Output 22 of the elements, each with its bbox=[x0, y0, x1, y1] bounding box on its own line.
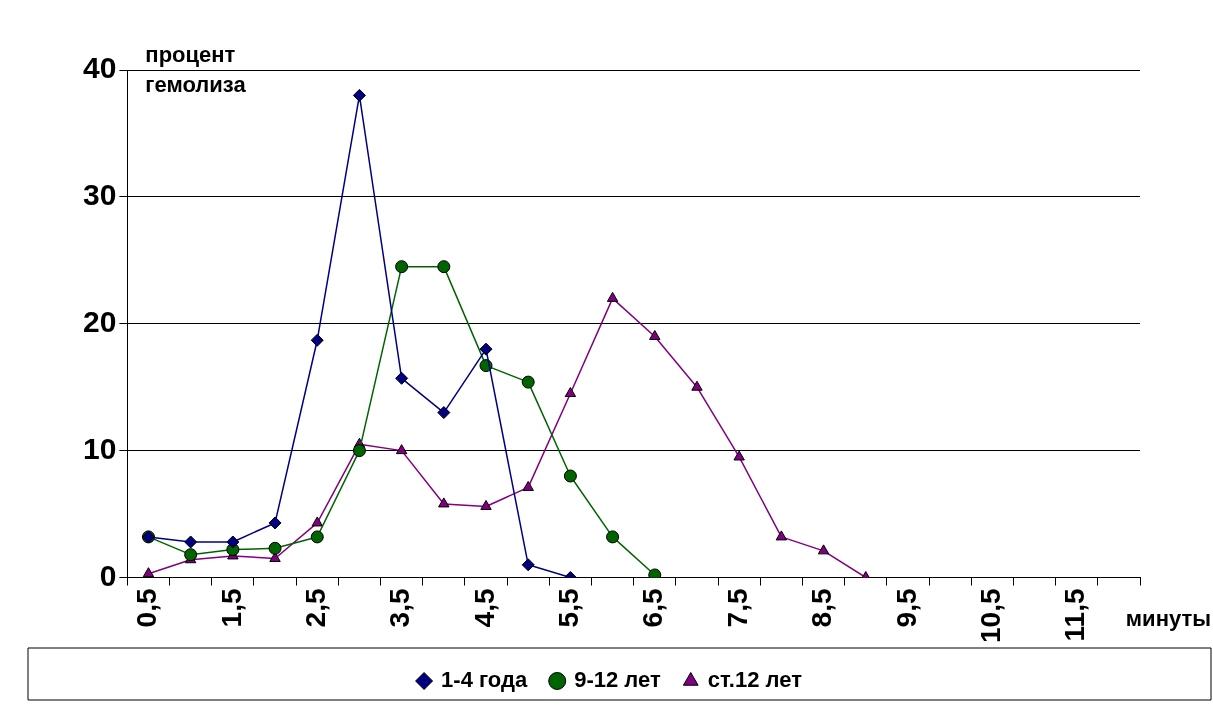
x-tick-label: 10,5 bbox=[975, 588, 1007, 643]
x-tick-label: 9,5 bbox=[890, 588, 922, 628]
x-tick-label: 5,5 bbox=[553, 588, 585, 628]
x-tick-label: 0,5 bbox=[131, 588, 163, 628]
x-axis-title: минуты bbox=[1125, 605, 1211, 631]
x-tick-label: 2,5 bbox=[299, 588, 331, 628]
y-tick-label: 10 bbox=[82, 431, 117, 465]
y-tick-label: 40 bbox=[82, 51, 117, 85]
x-tick-label: 3,5 bbox=[384, 588, 416, 628]
x-tick-label: 1,5 bbox=[215, 588, 247, 628]
x-tick-label: 11,5 bbox=[1059, 588, 1091, 642]
legend-label: 1-4 года bbox=[441, 667, 528, 693]
x-tick-label: 4,5 bbox=[468, 588, 500, 628]
x-tick-label: 8,5 bbox=[806, 588, 838, 628]
y-tick-label: 0 bbox=[99, 558, 117, 592]
y-axis-title: процент гемолиза bbox=[145, 42, 247, 97]
legend-label: ст.12 лет bbox=[707, 667, 803, 693]
legend-label: 9-12 лет bbox=[574, 667, 661, 693]
x-tick-label: 7,5 bbox=[721, 588, 753, 628]
x-tick-label: 6,5 bbox=[637, 588, 669, 628]
y-tick-label: 20 bbox=[82, 305, 117, 339]
y-tick-label: 30 bbox=[82, 178, 117, 212]
